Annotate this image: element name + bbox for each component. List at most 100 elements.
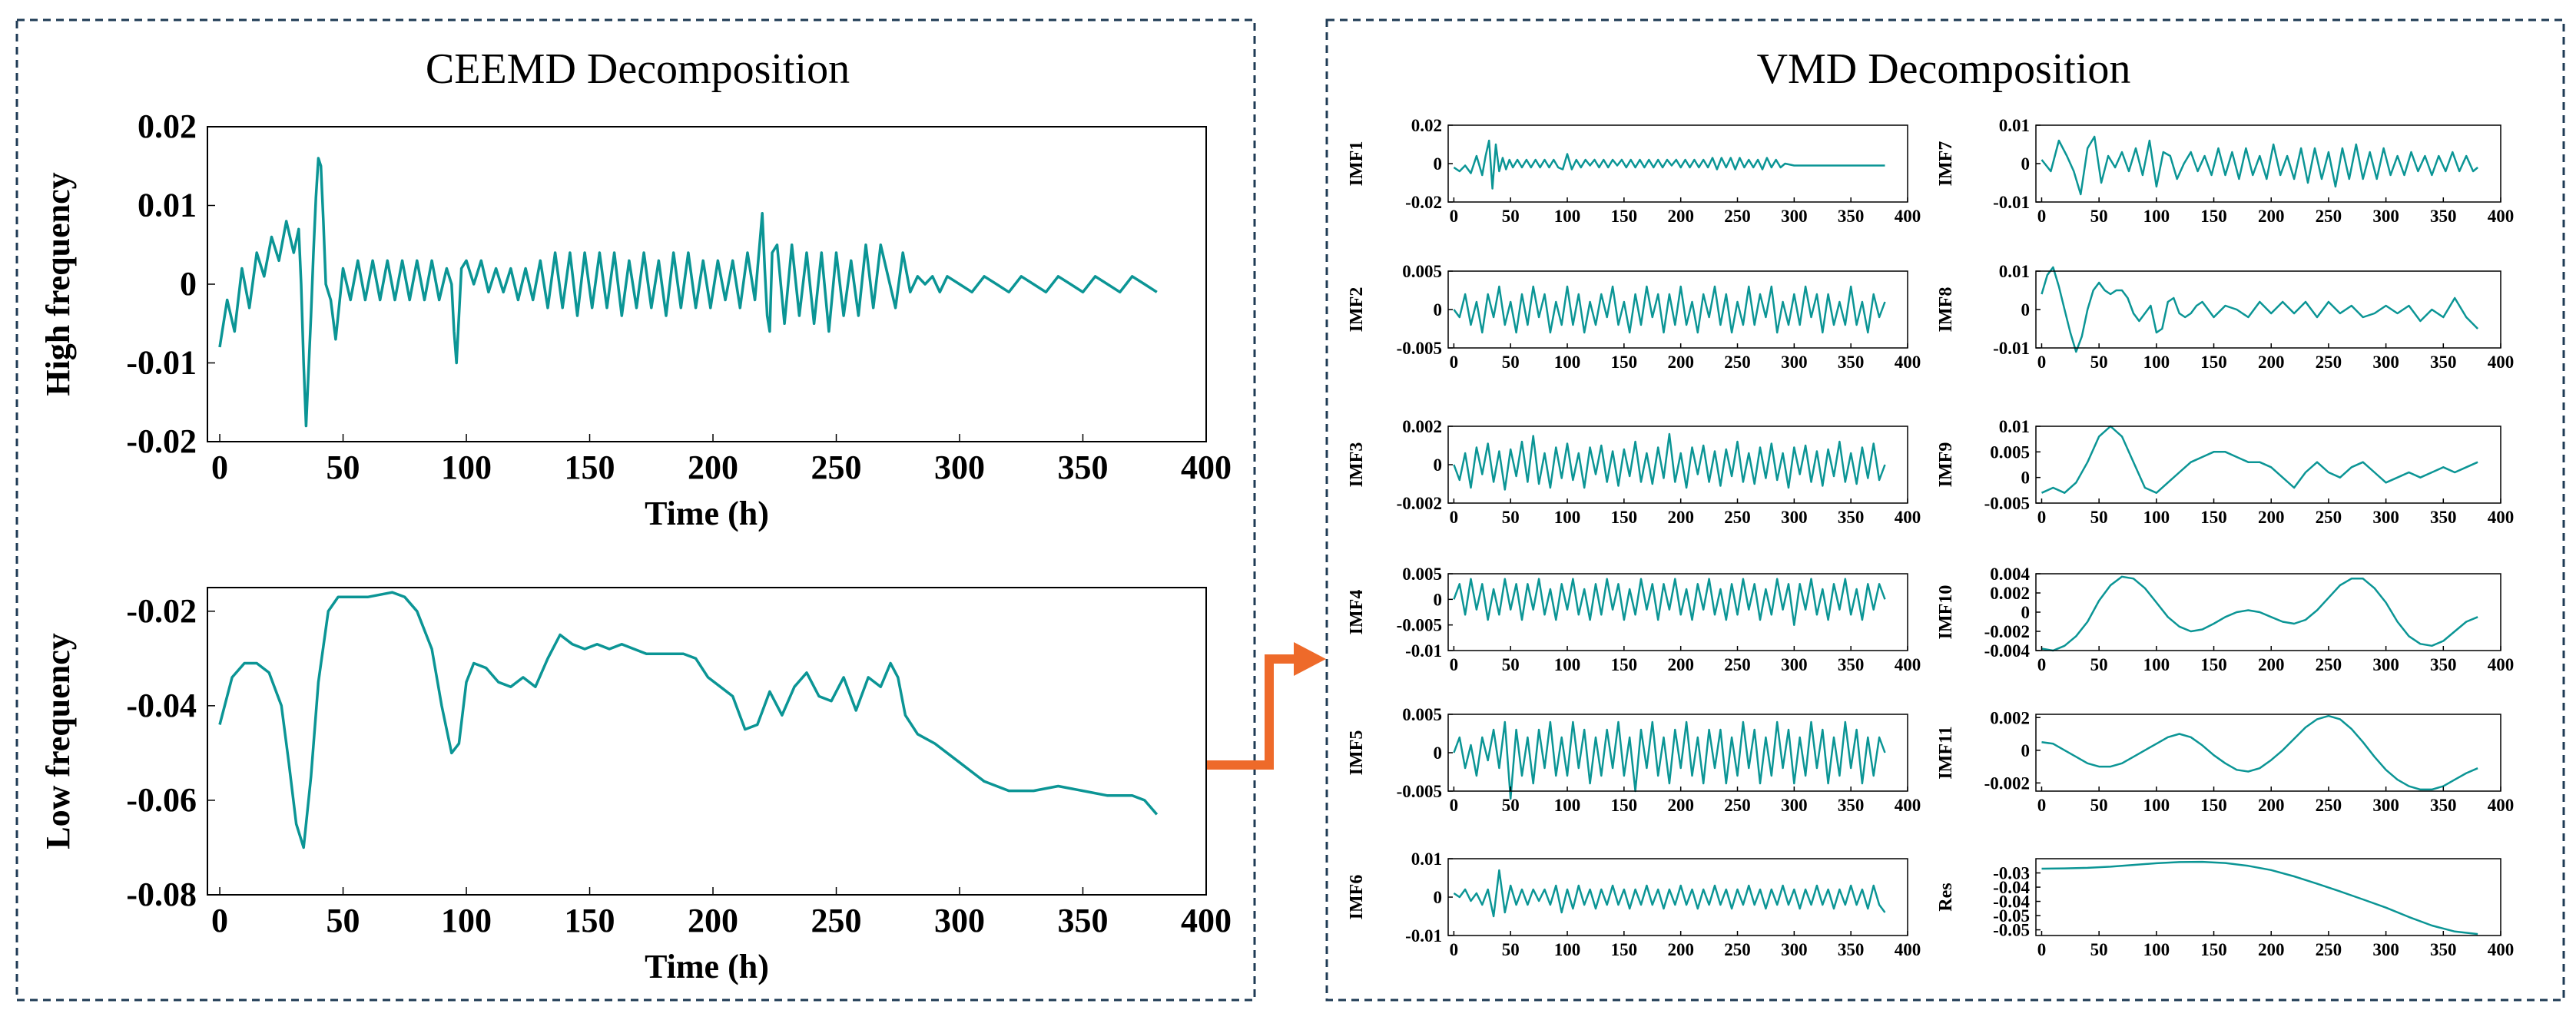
vmd-imf1-xtick-label: 300 xyxy=(1781,207,1808,226)
vmd-res-xtick-label: 250 xyxy=(2316,940,2342,959)
ceemd-high-ylabel: High frequency xyxy=(39,172,77,396)
vmd-res-ytick-label: -0.05 xyxy=(1993,921,2030,940)
vmd-imf9-chart: 0 50 100 150 200 250 300 350 400 -0.005 0 0.005 0.01… xyxy=(1936,417,2514,527)
vmd-imf4-xtick-label: 150 xyxy=(1611,655,1638,674)
connector-arrow-line xyxy=(1206,654,1297,770)
vmd-imf5-xtick-label: 150 xyxy=(1611,796,1638,815)
vmd-imf3-xtick-label: 150 xyxy=(1611,508,1638,527)
vmd-imf6-ytick-label: 0 xyxy=(1434,888,1443,907)
vmd-imf1-ytick-label: -0.02 xyxy=(1405,193,1442,212)
vmd-imf3-xtick-label: 0 xyxy=(1450,508,1459,527)
vmd-imf7-xtick-label: 0 xyxy=(2037,207,2047,226)
ceemd-low-ytick-label: -0.04 xyxy=(126,687,197,724)
vmd-imf5-xtick-label: 0 xyxy=(1450,796,1459,815)
vmd-imf5-xtick-label: 50 xyxy=(1502,796,1520,815)
vmd-imf9-ytick-label: 0.01 xyxy=(1999,417,2030,436)
vmd-res-xtick-label: 200 xyxy=(2258,940,2285,959)
vmd-imf5-xtick-label: 350 xyxy=(1838,796,1865,815)
vmd-imf9-xtick-label: 200 xyxy=(2258,508,2285,527)
vmd-imf11-xtick-label: 400 xyxy=(2488,796,2515,815)
vmd-imf6-ylabel: IMF6 xyxy=(1347,875,1367,920)
vmd-imf8-ytick-label: 0.01 xyxy=(1999,262,2030,281)
vmd-imf9-ytick-label: 0 xyxy=(2021,469,2031,488)
vmd-imf2-xtick-label: 50 xyxy=(1502,353,1520,372)
ceemd-high-xtick-label: 350 xyxy=(1058,449,1109,486)
vmd-res-xtick-label: 350 xyxy=(2430,940,2457,959)
vmd-imf11-ytick-label: 0 xyxy=(2021,741,2031,760)
vmd-imf5-ylabel: IMF5 xyxy=(1347,730,1367,776)
vmd-imf8-xtick-label: 200 xyxy=(2258,353,2285,372)
vmd-imf1-xtick-label: 250 xyxy=(1724,207,1751,226)
vmd-imf11-axes-box xyxy=(2035,714,2501,792)
vmd-imf7-xtick-label: 300 xyxy=(2372,207,2399,226)
vmd-imf10-ylabel: IMF10 xyxy=(1936,585,1956,640)
ceemd-low-xtick-label: 400 xyxy=(1181,902,1232,939)
vmd-imf10-ytick-label: 0.004 xyxy=(1990,565,2030,584)
vmd-imf2-xtick-label: 400 xyxy=(1895,353,1921,372)
ceemd-high-xtick-label: 100 xyxy=(441,449,492,486)
vmd-imf10-xtick-label: 200 xyxy=(2258,655,2285,674)
vmd-imf9-xtick-label: 400 xyxy=(2488,508,2515,527)
ceemd-high-ytick-label: 0.01 xyxy=(138,187,197,224)
vmd-imf9-xtick-label: 0 xyxy=(2037,508,2047,527)
vmd-imf3-xtick-label: 250 xyxy=(1724,508,1751,527)
vmd-imf4-chart: 0 50 100 150 200 250 300 350 400 -0.01 -0.005 0 0.00… xyxy=(1347,565,1921,674)
vmd-imf4-xtick-label: 50 xyxy=(1502,655,1520,674)
vmd-imf4-xtick-label: 200 xyxy=(1667,655,1694,674)
vmd-res-chart: 0 50 100 150 200 250 300 350 400-0.05-0.05-0.04-… xyxy=(1936,858,2514,959)
vmd-res-ylabel: Res xyxy=(1936,883,1956,911)
vmd-imf8-ylabel: IMF8 xyxy=(1936,287,1956,333)
vmd-imf11-xtick-label: 350 xyxy=(2430,796,2457,815)
vmd-imf5-xtick-label: 200 xyxy=(1667,796,1694,815)
ceemd-high-xtick-label: 50 xyxy=(327,449,360,486)
vmd-imf2-series-line xyxy=(1453,285,1886,334)
vmd-imf9-axes-box xyxy=(2035,426,2501,504)
vmd-imf6-xtick-label: 400 xyxy=(1895,940,1921,959)
vmd-imf7-xtick-label: 350 xyxy=(2430,207,2457,226)
vmd-imf3-ytick-label: -0.002 xyxy=(1397,494,1442,513)
vmd-imf8-xtick-label: 400 xyxy=(2488,353,2515,372)
vmd-imf10-xtick-label: 0 xyxy=(2037,655,2047,674)
vmd-imf11-xtick-label: 0 xyxy=(2037,796,2047,815)
vmd-imf11-xtick-label: 250 xyxy=(2316,796,2342,815)
vmd-imf8-xtick-label: 0 xyxy=(2037,353,2047,372)
vmd-res-series-line xyxy=(2041,860,2478,936)
vmd-imf3-xtick-label: 200 xyxy=(1667,508,1694,527)
vmd-imf8-series-line xyxy=(2041,266,2478,353)
vmd-imf3-xtick-label: 400 xyxy=(1895,508,1921,527)
vmd-imf5-xtick-label: 100 xyxy=(1554,796,1581,815)
vmd-imf6-xtick-label: 200 xyxy=(1667,940,1694,959)
vmd-res-ytick-label: -0.05 xyxy=(1993,906,2030,926)
vmd-imf11-ytick-label: -0.002 xyxy=(1984,773,2030,793)
vmd-imf10-xtick-label: 300 xyxy=(2372,655,2399,674)
vmd-imf9-xtick-label: 100 xyxy=(2143,508,2170,527)
ceemd-low-ylabel: Low frequency xyxy=(39,633,77,849)
vmd-res-ytick-label: -0.03 xyxy=(1993,864,2030,883)
vmd-imf6-ytick-label: -0.01 xyxy=(1405,926,1442,945)
vmd-imf5-xtick-label: 400 xyxy=(1895,796,1921,815)
vmd-imf4-xtick-label: 300 xyxy=(1781,655,1808,674)
vmd-imf2-xtick-label: 0 xyxy=(1450,353,1459,372)
vmd-imf3-xtick-label: 300 xyxy=(1781,508,1808,527)
ceemd-low-ytick-label: -0.06 xyxy=(126,781,197,819)
right-panel-frame xyxy=(1325,18,2565,1002)
vmd-res-xtick-label: 0 xyxy=(2037,940,2047,959)
vmd-imf10-chart: 0 50 100 150 200 250 300 350 400-0.004-0.00200.0… xyxy=(1936,565,2514,674)
ceemd-low-ytick-label: -0.02 xyxy=(126,592,197,630)
vmd-imf6-ytick-label: 0.01 xyxy=(1411,849,1442,869)
vmd-imf2-chart: 0 50 100 150 200 250 300 350 400 -0.005 0 0.005 IMF2 xyxy=(1347,262,1921,372)
vmd-imf3-ytick-label: 0 xyxy=(1434,455,1443,475)
vmd-imf11-xtick-label: 50 xyxy=(2090,796,2108,815)
vmd-imf7-ytick-label: -0.01 xyxy=(1993,193,2030,212)
connector-arrow-head xyxy=(1294,642,1326,676)
ceemd-low-xtick-label: 300 xyxy=(934,902,985,939)
ceemd-high-ytick-label: 0.02 xyxy=(138,108,197,145)
vmd-imf2-ytick-label: -0.005 xyxy=(1397,339,1442,358)
vmd-imf4-xtick-label: 100 xyxy=(1554,655,1581,674)
vmd-imf8-xtick-label: 150 xyxy=(2200,353,2227,372)
vmd-imf9-series-line xyxy=(2041,425,2478,494)
vmd-imf10-ytick-label: 0.002 xyxy=(1990,584,2030,603)
ceemd-high-xtick-label: 250 xyxy=(811,449,862,486)
vmd-imf1-series-line xyxy=(1453,139,1885,190)
ceemd-high-ytick-label: -0.02 xyxy=(126,422,197,460)
